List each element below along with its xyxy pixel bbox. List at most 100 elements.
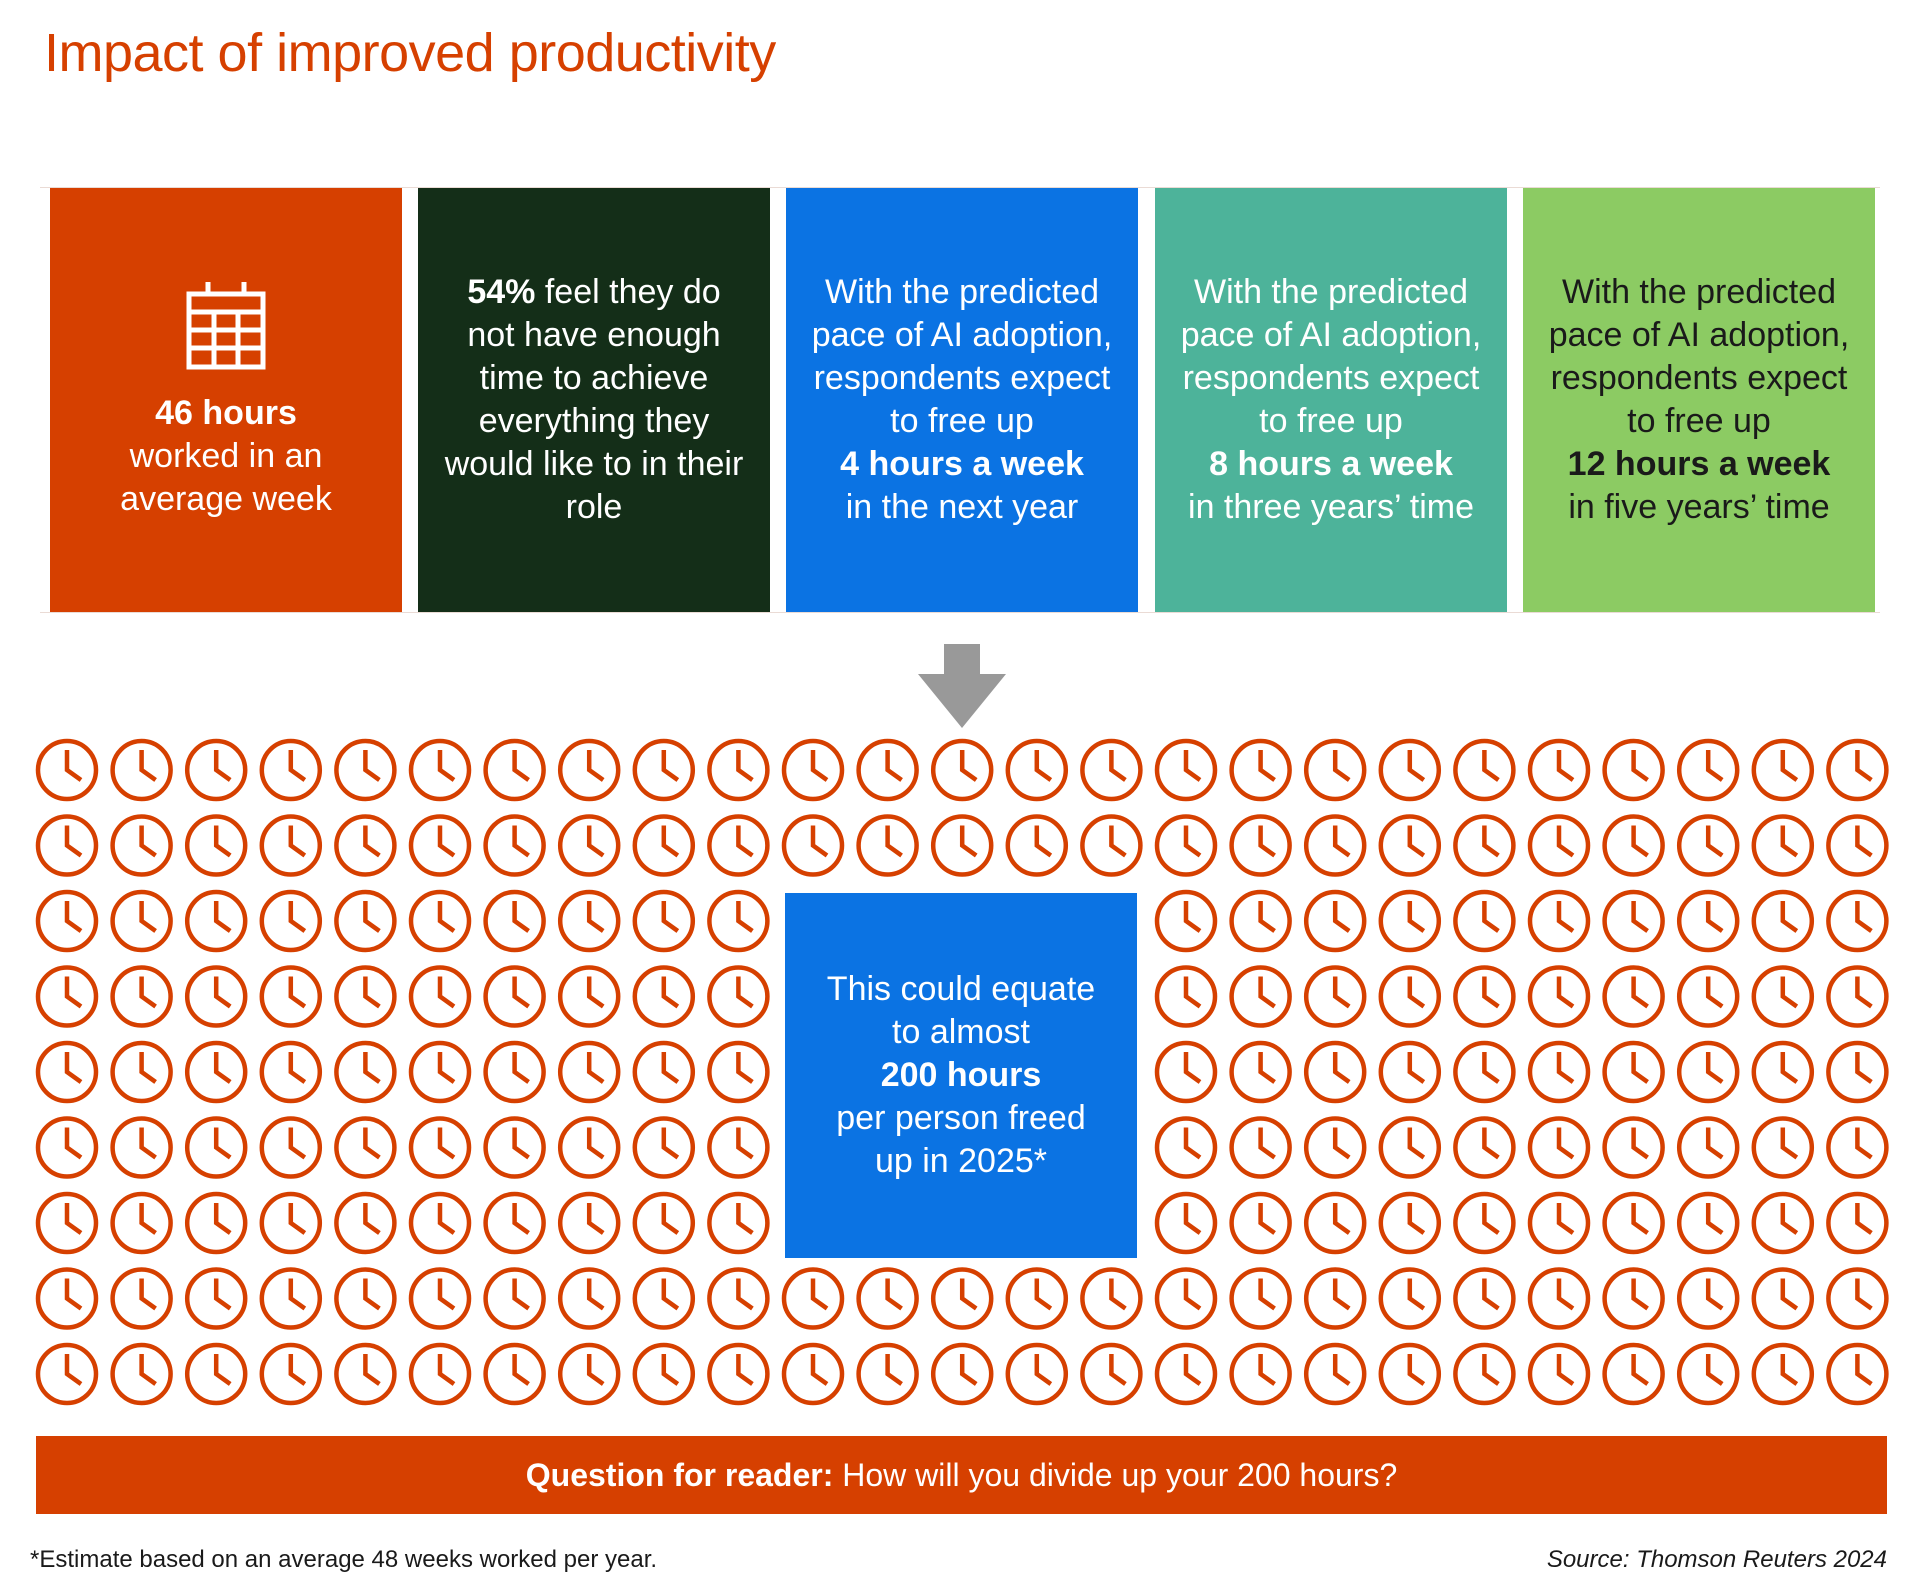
clock-icon	[35, 965, 99, 1028]
clock-icon	[1751, 1116, 1815, 1179]
clock-icon	[1154, 738, 1218, 802]
clock-icon	[1154, 1267, 1218, 1330]
source: Source: Thomson Reuters 2024	[1546, 1546, 1887, 1573]
clock-icon	[1826, 1267, 1889, 1330]
clock-icon	[1453, 814, 1516, 877]
clock-icon	[781, 1267, 845, 1330]
clock-icon	[1751, 1267, 1815, 1330]
clock-icon	[408, 1116, 472, 1179]
clock-icon	[334, 1040, 397, 1104]
clock-icon	[1676, 1116, 1740, 1179]
clock-icon	[408, 814, 472, 877]
question-text: How will you divide up your 200 hours?	[833, 1456, 1398, 1493]
clock-icon	[483, 738, 546, 802]
clock-icon	[110, 1191, 173, 1255]
clock-icon	[483, 814, 546, 877]
clock-icon	[1303, 1040, 1367, 1104]
clock-icon	[110, 738, 173, 802]
clock-icon	[1527, 1116, 1591, 1179]
clock-icon	[408, 1191, 472, 1255]
clock-icon	[35, 1342, 99, 1406]
clock-icon	[334, 1191, 397, 1255]
clock-icon	[781, 738, 845, 802]
clock-icon	[856, 738, 919, 802]
clock-icon	[1453, 1116, 1516, 1179]
clock-icon	[1154, 1191, 1218, 1255]
clock-icon	[1602, 1040, 1665, 1104]
clock-icon	[110, 1267, 173, 1330]
clock-icon	[110, 1040, 173, 1104]
clock-icon	[1154, 889, 1218, 953]
clock-icon	[1676, 1342, 1740, 1406]
clock-icon	[557, 814, 621, 877]
clock-icon	[1676, 814, 1740, 877]
clock-icon	[184, 814, 248, 877]
clock-icon	[1378, 889, 1442, 953]
hours-value: 8 hours a week	[1209, 445, 1453, 483]
clock-icon	[1527, 1267, 1591, 1330]
clock-icon	[184, 1267, 248, 1330]
divider	[40, 612, 1880, 613]
clock-icon	[1527, 814, 1591, 877]
clock-icon	[110, 1116, 173, 1179]
clock-icon	[110, 1342, 173, 1406]
card-five-years: With the predicted pace of AI adoption, …	[1523, 188, 1875, 612]
clock-icon	[707, 1267, 770, 1330]
clock-icon	[1229, 965, 1292, 1028]
arrow-down-icon	[918, 644, 1006, 728]
clock-icon	[259, 738, 323, 802]
card-next-year: With the predicted pace of AI adoption, …	[786, 188, 1138, 612]
clock-icon	[856, 814, 919, 877]
clock-icon	[184, 1191, 248, 1255]
clock-icon	[1453, 1342, 1516, 1406]
clock-icon	[1453, 889, 1516, 953]
clock-icon	[334, 965, 397, 1028]
clock-icon	[334, 1267, 397, 1330]
clock-icon	[1676, 1267, 1740, 1330]
card-text: With the predicted pace of AI adoption, …	[811, 273, 1113, 440]
clock-icon	[1154, 814, 1218, 877]
clock-icon	[110, 965, 173, 1028]
clock-icon	[632, 738, 696, 802]
clock-icon	[259, 1342, 323, 1406]
clock-icon	[1303, 738, 1367, 802]
card-text: With the predicted pace of AI adoption, …	[1180, 273, 1482, 440]
clock-icon	[1303, 1116, 1367, 1179]
divider	[40, 187, 1880, 188]
clock-icon	[1453, 1040, 1516, 1104]
clock-icon	[557, 738, 621, 802]
clock-icon	[1751, 1191, 1815, 1255]
clock-icon	[184, 1116, 248, 1179]
clock-icon	[557, 1040, 621, 1104]
card-hours-worked: 46 hours worked in an average week	[50, 188, 402, 612]
clock-icon	[1453, 1191, 1516, 1255]
card-not-enough-time: 54% feel they do not have enough time to…	[418, 188, 770, 612]
card-text: With the predicted pace of AI adoption, …	[1548, 273, 1850, 440]
clock-icon	[1303, 889, 1367, 953]
clock-icon	[781, 814, 845, 877]
clock-icon	[930, 1342, 994, 1406]
card-text: in five years’ time	[1568, 488, 1830, 526]
clock-icon	[1826, 1342, 1889, 1406]
clock-icon	[707, 965, 770, 1028]
clock-icon	[1154, 1040, 1218, 1104]
clock-icon	[707, 1040, 770, 1104]
clock-icon	[1229, 814, 1292, 877]
clock-icon	[632, 965, 696, 1028]
clock-icon	[110, 814, 173, 877]
clock-icon	[334, 738, 397, 802]
card-text: feel they do not have enough time to ach…	[444, 273, 744, 526]
clock-icon	[1751, 1342, 1815, 1406]
clock-icon	[184, 889, 248, 953]
clock-icon	[632, 814, 696, 877]
clock-icon	[1229, 1116, 1292, 1179]
clock-icon	[1378, 1267, 1442, 1330]
clock-icon	[483, 889, 546, 953]
clock-icon	[408, 889, 472, 953]
card-three-years: With the predicted pace of AI adoption, …	[1155, 188, 1507, 612]
clock-icon	[1751, 889, 1815, 953]
clock-icon	[1154, 1342, 1218, 1406]
clock-icon	[35, 738, 99, 802]
clock-icon	[1676, 889, 1740, 953]
